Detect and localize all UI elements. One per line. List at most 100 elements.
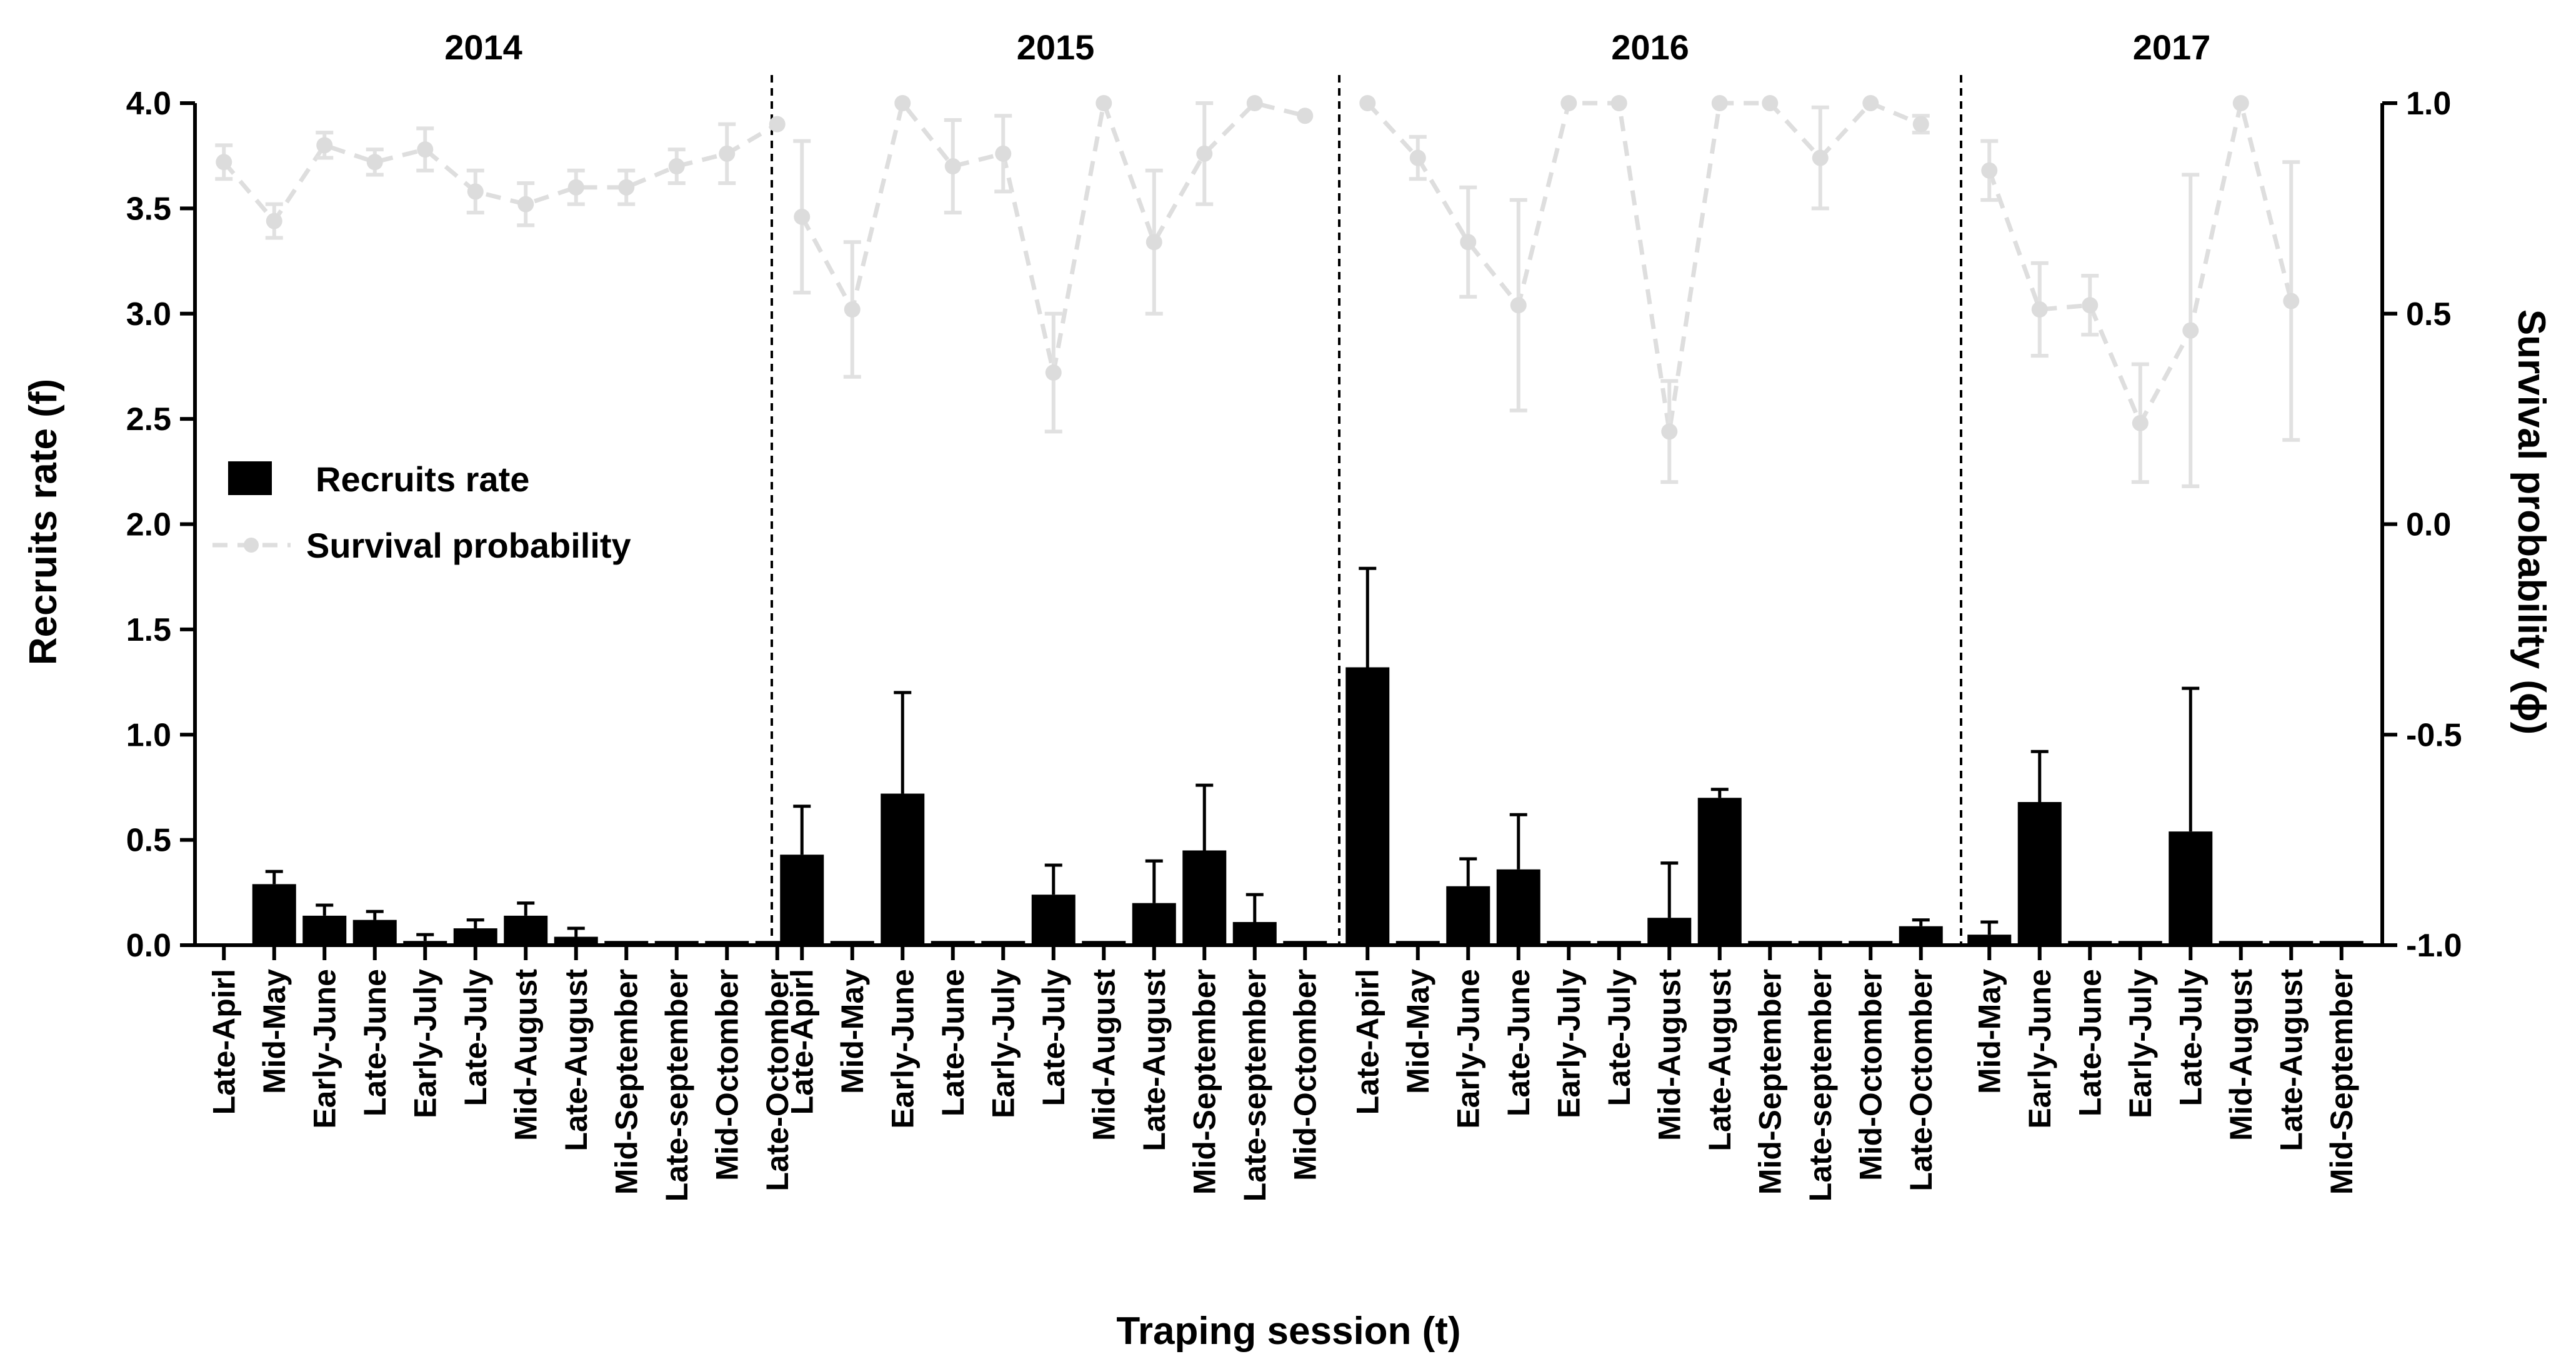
recruits-bar: [705, 941, 749, 945]
survival-point: [1045, 364, 1062, 381]
recruits-bar: [1798, 941, 1842, 945]
y-axis-title: Recruits rate (f): [22, 379, 65, 665]
x-tick-label: Late-september: [1237, 969, 1272, 1201]
recruits-bar: [931, 941, 975, 945]
y-tick-label: 4.0: [126, 86, 171, 122]
recruits-bar: [2017, 802, 2062, 945]
x-tick-label: Late-June: [1501, 969, 1536, 1116]
survival-point: [2182, 322, 2199, 339]
recruits-bar: [1345, 667, 1390, 945]
year-label: 2016: [1611, 28, 1689, 67]
survival-point: [1409, 149, 1426, 166]
survival-point: [995, 145, 1012, 162]
survival-point: [1510, 297, 1527, 314]
x-tick-label: Late-June: [357, 969, 392, 1116]
recruits-bar: [2118, 941, 2162, 945]
y2-axis-title: Survival probability (ϕ): [2510, 309, 2553, 735]
recruits-bar: [780, 855, 824, 945]
y-tick-label: 2.5: [126, 401, 171, 438]
survival-point: [844, 301, 861, 318]
y-tick-label: 0.5: [126, 823, 171, 859]
recruits-bar: [755, 941, 799, 945]
recruits-bar: [981, 941, 1026, 945]
survival-point: [719, 145, 736, 162]
y2-tick-label: 1.0: [2406, 86, 2451, 122]
survival-point: [1146, 234, 1162, 251]
year-label: 2017: [2133, 28, 2211, 67]
survival-point: [517, 196, 534, 213]
survival-point: [1359, 95, 1376, 111]
survival-point: [1981, 162, 1998, 179]
x-tick-label: Mid-May: [257, 969, 292, 1094]
y-tick-label: 1.0: [126, 717, 171, 753]
legend-bar-label: Recruits rate: [316, 459, 529, 499]
survival-point: [467, 183, 484, 200]
y-tick-label: 3.0: [126, 296, 171, 333]
survival-point: [1862, 95, 1879, 111]
recruits-bar: [1967, 935, 2012, 945]
recruits-bar: [1395, 941, 1440, 945]
recruits-bar: [1647, 918, 1692, 945]
survival-point: [567, 179, 584, 196]
survival-point: [216, 154, 232, 171]
x-tick-label: Mid-August: [508, 969, 543, 1141]
recruits-bar: [2219, 941, 2263, 945]
year-label: 2015: [1017, 28, 1095, 67]
x-tick-label: Mid-August: [2224, 969, 2259, 1141]
survival-line: [1365, 100, 1922, 432]
x-tick-label: Late-Apirl: [1350, 969, 1385, 1115]
x-tick-label: Mid-September: [1187, 969, 1222, 1195]
recruits-bar: [1547, 941, 1591, 945]
survival-point: [2283, 293, 2300, 309]
survival-point: [1246, 95, 1263, 111]
y-tick-label: 2.0: [126, 507, 171, 543]
x-tick-label: Late-August: [1702, 969, 1737, 1151]
survival-point: [1460, 234, 1477, 251]
x-tick-label: Late-July: [2173, 969, 2208, 1106]
recruits-bar: [654, 941, 699, 945]
survival-point: [316, 137, 333, 154]
x-tick-label: Early-July: [986, 969, 1021, 1118]
x-tick-label: Mid-August: [1086, 969, 1121, 1141]
recruits-bar: [1446, 886, 1490, 945]
x-tick-label: Mid-September: [609, 969, 644, 1195]
survival-point: [668, 158, 685, 175]
legend-bar-swatch: [228, 461, 272, 495]
recruits-bar: [1748, 941, 1792, 945]
legend-line-label: Survival probability: [306, 526, 631, 565]
x-tick-label: Late-Octomber: [760, 969, 795, 1191]
y2-tick-label: -1.0: [2406, 928, 2462, 964]
survival-point: [944, 158, 961, 175]
survival-point: [2232, 95, 2249, 111]
legend-line-marker: [244, 538, 259, 553]
divider-layer: [771, 75, 1962, 945]
recruits-bar: [1849, 941, 1893, 945]
x-tick-label: Early-July: [1551, 969, 1586, 1118]
recruits-bar: [352, 920, 397, 945]
legend: Recruits rate Survival probability: [212, 459, 631, 565]
survival-point: [2082, 297, 2099, 314]
x-tick-label: Mid-May: [835, 969, 870, 1094]
recruits-bar: [1082, 941, 1126, 945]
x-axis-title: Traping session (t): [1116, 1310, 1460, 1353]
x-tick-label: Early-July: [407, 969, 442, 1118]
survival-series: [215, 94, 2300, 488]
survival-point: [2132, 414, 2149, 431]
survival-point: [266, 213, 282, 229]
category-labels: 2014 Late-Apirl Mid-May Early-June Late-June…: [206, 28, 2359, 1201]
x-tick-label: Early-June: [307, 969, 342, 1129]
x-tick-label: Late-september: [659, 969, 694, 1201]
y2-tick-label: -0.5: [2406, 717, 2462, 753]
recruits-bar: [2068, 941, 2112, 945]
survival-point: [366, 154, 383, 171]
survival-point: [618, 179, 635, 196]
survival-point: [1096, 95, 1112, 111]
survival-point: [1762, 95, 1779, 111]
y2-tick-label: 0.5: [2406, 296, 2451, 333]
x-tick-label: Early-July: [2123, 969, 2158, 1118]
survival-point: [1297, 108, 1314, 124]
survival-point: [794, 208, 811, 225]
x-tick-label: Late-Apirl: [784, 969, 819, 1115]
x-tick-label: Early-June: [2022, 969, 2057, 1129]
